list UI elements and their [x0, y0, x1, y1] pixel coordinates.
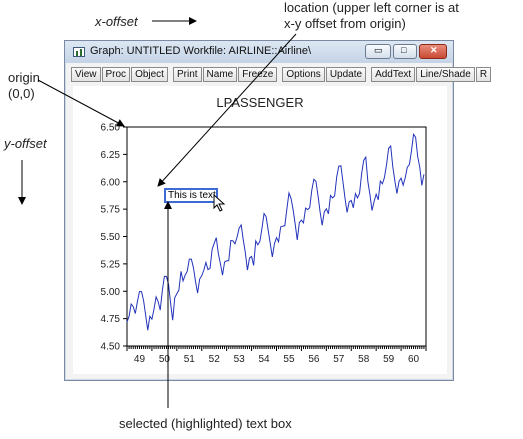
origin-label: origin (0,0) [8, 70, 40, 102]
toolbar-more-button[interactable]: R [475, 67, 492, 82]
location-arrow [157, 33, 297, 187]
toolbar-update-button[interactable]: Update [325, 67, 367, 82]
y-tick-label: 6.00 [101, 177, 121, 188]
mouse-cursor-icon [213, 194, 226, 212]
x-offset-label: x-offset [95, 14, 138, 29]
x-tick-label: 55 [283, 354, 295, 365]
toolbar-options-button[interactable]: Options [282, 67, 325, 82]
x-tick-label: 57 [333, 354, 345, 365]
x-tick-label: 51 [184, 354, 196, 365]
x-tick-label: 56 [308, 354, 320, 365]
toolbar-freeze-button[interactable]: Freeze [238, 67, 278, 82]
y-tick-label: 5.00 [101, 287, 121, 298]
toolbar-proc-button[interactable]: Proc [101, 67, 131, 82]
minimize-icon: ▭ [374, 45, 383, 55]
x-tick-label: 53 [234, 354, 246, 365]
series-line [126, 133, 425, 331]
toolbar-name-button[interactable]: Name [202, 67, 238, 82]
x-tick-label: 49 [134, 354, 146, 365]
x-tick-label: 59 [383, 354, 395, 365]
title-bar[interactable]: Graph: UNTITLED Workfile: AIRLINE::Airli… [65, 41, 453, 63]
toolbar-object-button[interactable]: Object [131, 67, 168, 82]
close-button[interactable]: ✕ [419, 44, 447, 59]
y-tick-label: 5.25 [101, 259, 121, 270]
toolbar-view-button[interactable]: View [71, 67, 101, 82]
x-tick-label: 54 [258, 354, 270, 365]
location-label-line2: x-y offset from origin) [284, 16, 406, 31]
x-tick-label: 52 [209, 354, 221, 365]
chart-title: LPASSENGER [216, 95, 304, 110]
toolbar-lineshade-button[interactable]: Line/Shade [416, 67, 475, 82]
toolbar-addtext-button[interactable]: AddText [371, 67, 416, 82]
minimize-button[interactable]: ▭ [365, 44, 391, 59]
y-tick-label: 6.50 [101, 123, 121, 134]
maximize-icon: □ [401, 45, 407, 55]
graph-area[interactable]: LPASSENGER 4.50 4.75 5.00 5.25 5.50 5.75 6.00 6… [73, 86, 447, 374]
y-offset-label: y-offset [4, 136, 47, 151]
line-chart: 4.50 4.75 5.00 5.25 5.50 5.75 6.00 6.25 6.50 49 50… [101, 123, 427, 365]
y-tick-label: 5.50 [101, 232, 121, 243]
origin-label-line2: (0,0) [8, 86, 35, 101]
graph-toolbar: View Proc Object Print Name Freeze Optio… [71, 67, 492, 83]
location-label: location (upper left corner is at x-y of… [284, 0, 459, 32]
selected-box-label: selected (highlighted) text box [119, 416, 292, 431]
origin-arrow [37, 79, 125, 127]
x-tick-label: 60 [408, 354, 420, 365]
close-icon: ✕ [430, 45, 438, 55]
y-tick-label: 4.50 [101, 342, 121, 353]
x-tick-label: 50 [159, 354, 171, 365]
origin-label-line1: origin [8, 70, 40, 85]
maximize-button[interactable]: □ [393, 44, 417, 59]
y-tick-label: 4.75 [101, 314, 121, 325]
graph-window: Graph: UNTITLED Workfile: AIRLINE::Airli… [64, 40, 492, 381]
graph-icon [73, 47, 85, 57]
x-tick-label: 58 [358, 354, 370, 365]
toolbar-print-button[interactable]: Print [172, 67, 202, 82]
y-tick-label: 5.75 [101, 205, 121, 216]
y-tick-label: 6.25 [101, 150, 121, 161]
location-label-line1: location (upper left corner is at [284, 0, 459, 15]
selected-text-box[interactable]: This is text [164, 188, 218, 203]
window-title: Graph: UNTITLED Workfile: AIRLINE::Airli… [90, 45, 312, 57]
text-box-content: This is text [168, 190, 216, 201]
